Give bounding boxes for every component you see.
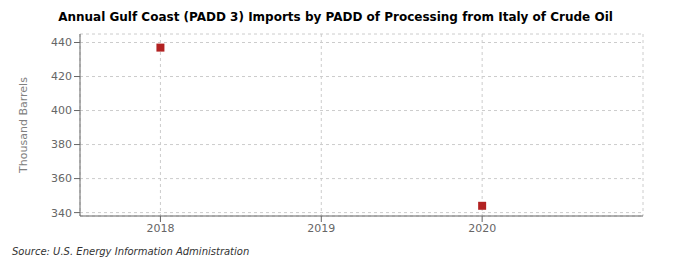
svg-text:440: 440: [51, 36, 72, 49]
svg-text:360: 360: [51, 172, 72, 185]
svg-text:420: 420: [51, 70, 72, 83]
svg-text:Thousand Barrels: Thousand Barrels: [17, 77, 30, 174]
svg-text:380: 380: [51, 138, 72, 151]
html-text:Source: U.S. Energy Informatio: Source: U.S. Energy Information Administ…: [12, 246, 250, 257]
html-text:Annual Gulf Coast (PADD 3) Imp: Annual Gulf Coast (PADD 3) Imports by PA…: [58, 10, 613, 24]
svg-text:2020: 2020: [468, 222, 496, 235]
svg-text:400: 400: [51, 104, 72, 117]
svg-text:2018: 2018: [146, 222, 174, 235]
svg-text:340: 340: [51, 207, 72, 220]
svg-text:2019: 2019: [307, 222, 335, 235]
